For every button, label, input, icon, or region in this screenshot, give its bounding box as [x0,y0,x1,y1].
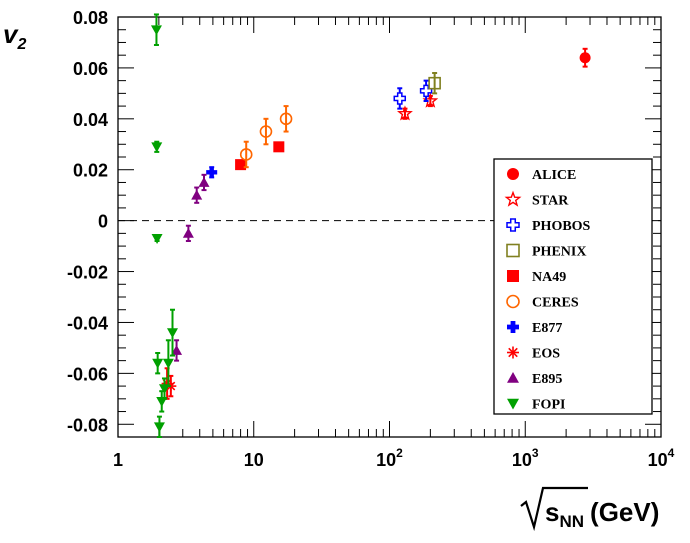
x-tick-label: 103 [512,446,539,470]
y-tick-label: 0.04 [73,110,108,130]
legend-marker-alice [507,168,519,180]
y-tick-label: -0.06 [67,364,108,384]
x-tick-label: 104 [648,446,675,470]
data-point-fopi [162,339,174,388]
legend-label: FOPI [532,398,565,413]
data-point-na49 [235,159,247,171]
x-tick-label: 102 [376,446,403,470]
legend-label: ALICE [532,168,576,183]
legend-item-na49: NA49 [507,270,566,285]
legend-item-star: STAR [504,190,569,209]
legend-label: EOS [532,347,560,362]
x-tick-label: 1 [113,450,123,470]
data-point-fopi [151,234,163,244]
legend-marker-e877 [507,321,519,333]
legend-item-eos: EOS [507,346,560,362]
legend-item-e877: E877 [507,321,562,336]
data-point-fopi [166,308,178,357]
legend-item-fopi: FOPI [507,398,565,413]
y-tick-label: 0.02 [73,161,108,181]
data-point-ceres [279,105,293,133]
y-tick-label: -0.02 [67,263,108,283]
data-point-e895 [191,186,203,204]
legend-item-phobos: PHOBOS [506,218,591,234]
legend-label: PHOBOS [532,219,591,234]
data-point-fopi [151,140,163,153]
legend-label: STAR [532,194,569,209]
legend-item-ceres: CERES [506,294,579,311]
data-point-e895 [198,173,210,192]
y-axis: 0.08 0.06 0.04 0.02 0 -0.02 -0.04 -0.06 -0.08 [67,8,661,435]
data-point-e877 [206,166,218,179]
data-point-star [397,105,413,121]
legend-marker-eos [507,346,519,359]
y-tick-label: 0.06 [73,59,108,79]
legend-label: NA49 [532,270,566,285]
legend-label: E877 [532,321,562,336]
data-point-na49 [273,141,285,153]
x-axis-title-base: s [545,497,559,527]
data-point-e895 [171,339,183,362]
legend-label: PHENIX [532,245,586,260]
data-point-fopi [150,13,162,46]
data-points [150,13,591,438]
legend-marker-fopi [507,398,519,410]
data-point-alice [579,47,591,68]
y-tick-label: 0 [98,212,108,232]
y-tick-label: -0.04 [67,313,108,333]
legend-marker-na49 [507,270,519,282]
x-axis-title-unit: (GeV) [590,497,659,527]
legend-marker-phobos [506,218,520,232]
legend: ALICE STAR PHOBOS PHENIX NA49 CERES E877 EOS E89… [493,158,653,415]
legend-item-alice: ALICE [507,168,576,183]
x-axis-title-sub: NN [559,512,584,531]
legend-item-e895: E895 [507,372,562,387]
legend-marker-phenix [506,243,520,258]
legend-label: CERES [532,296,579,311]
data-point-ceres [259,117,273,146]
svg-text:sNN(GeV): sNN (GeV) [545,497,659,531]
x-axis: 1 10 102 103 104 [113,17,675,470]
data-point-fopi [156,390,168,413]
data-point-fopi [153,415,165,438]
data-point-e895 [182,224,194,242]
legend-item-phenix: PHENIX [506,243,586,260]
y-tick-label: 0.08 [73,8,108,28]
y-axis-title: v2 [3,19,26,53]
legend-label: E895 [532,372,562,387]
legend-marker-star [504,190,522,207]
legend-marker-e895 [507,372,519,383]
data-point-ceres [239,140,253,169]
sqrt-symbol [520,486,588,532]
y-tick-label: -0.08 [67,415,108,435]
data-point-phenix [428,72,441,95]
legend-box [493,158,653,415]
legend-marker-ceres [506,294,520,309]
data-point-phobos [393,87,407,110]
x-axis-title: sNN (GeV) [520,486,659,532]
data-point-fopi [152,352,164,375]
x-tick-label: 10 [244,450,264,470]
data-point-phobos [419,79,433,102]
